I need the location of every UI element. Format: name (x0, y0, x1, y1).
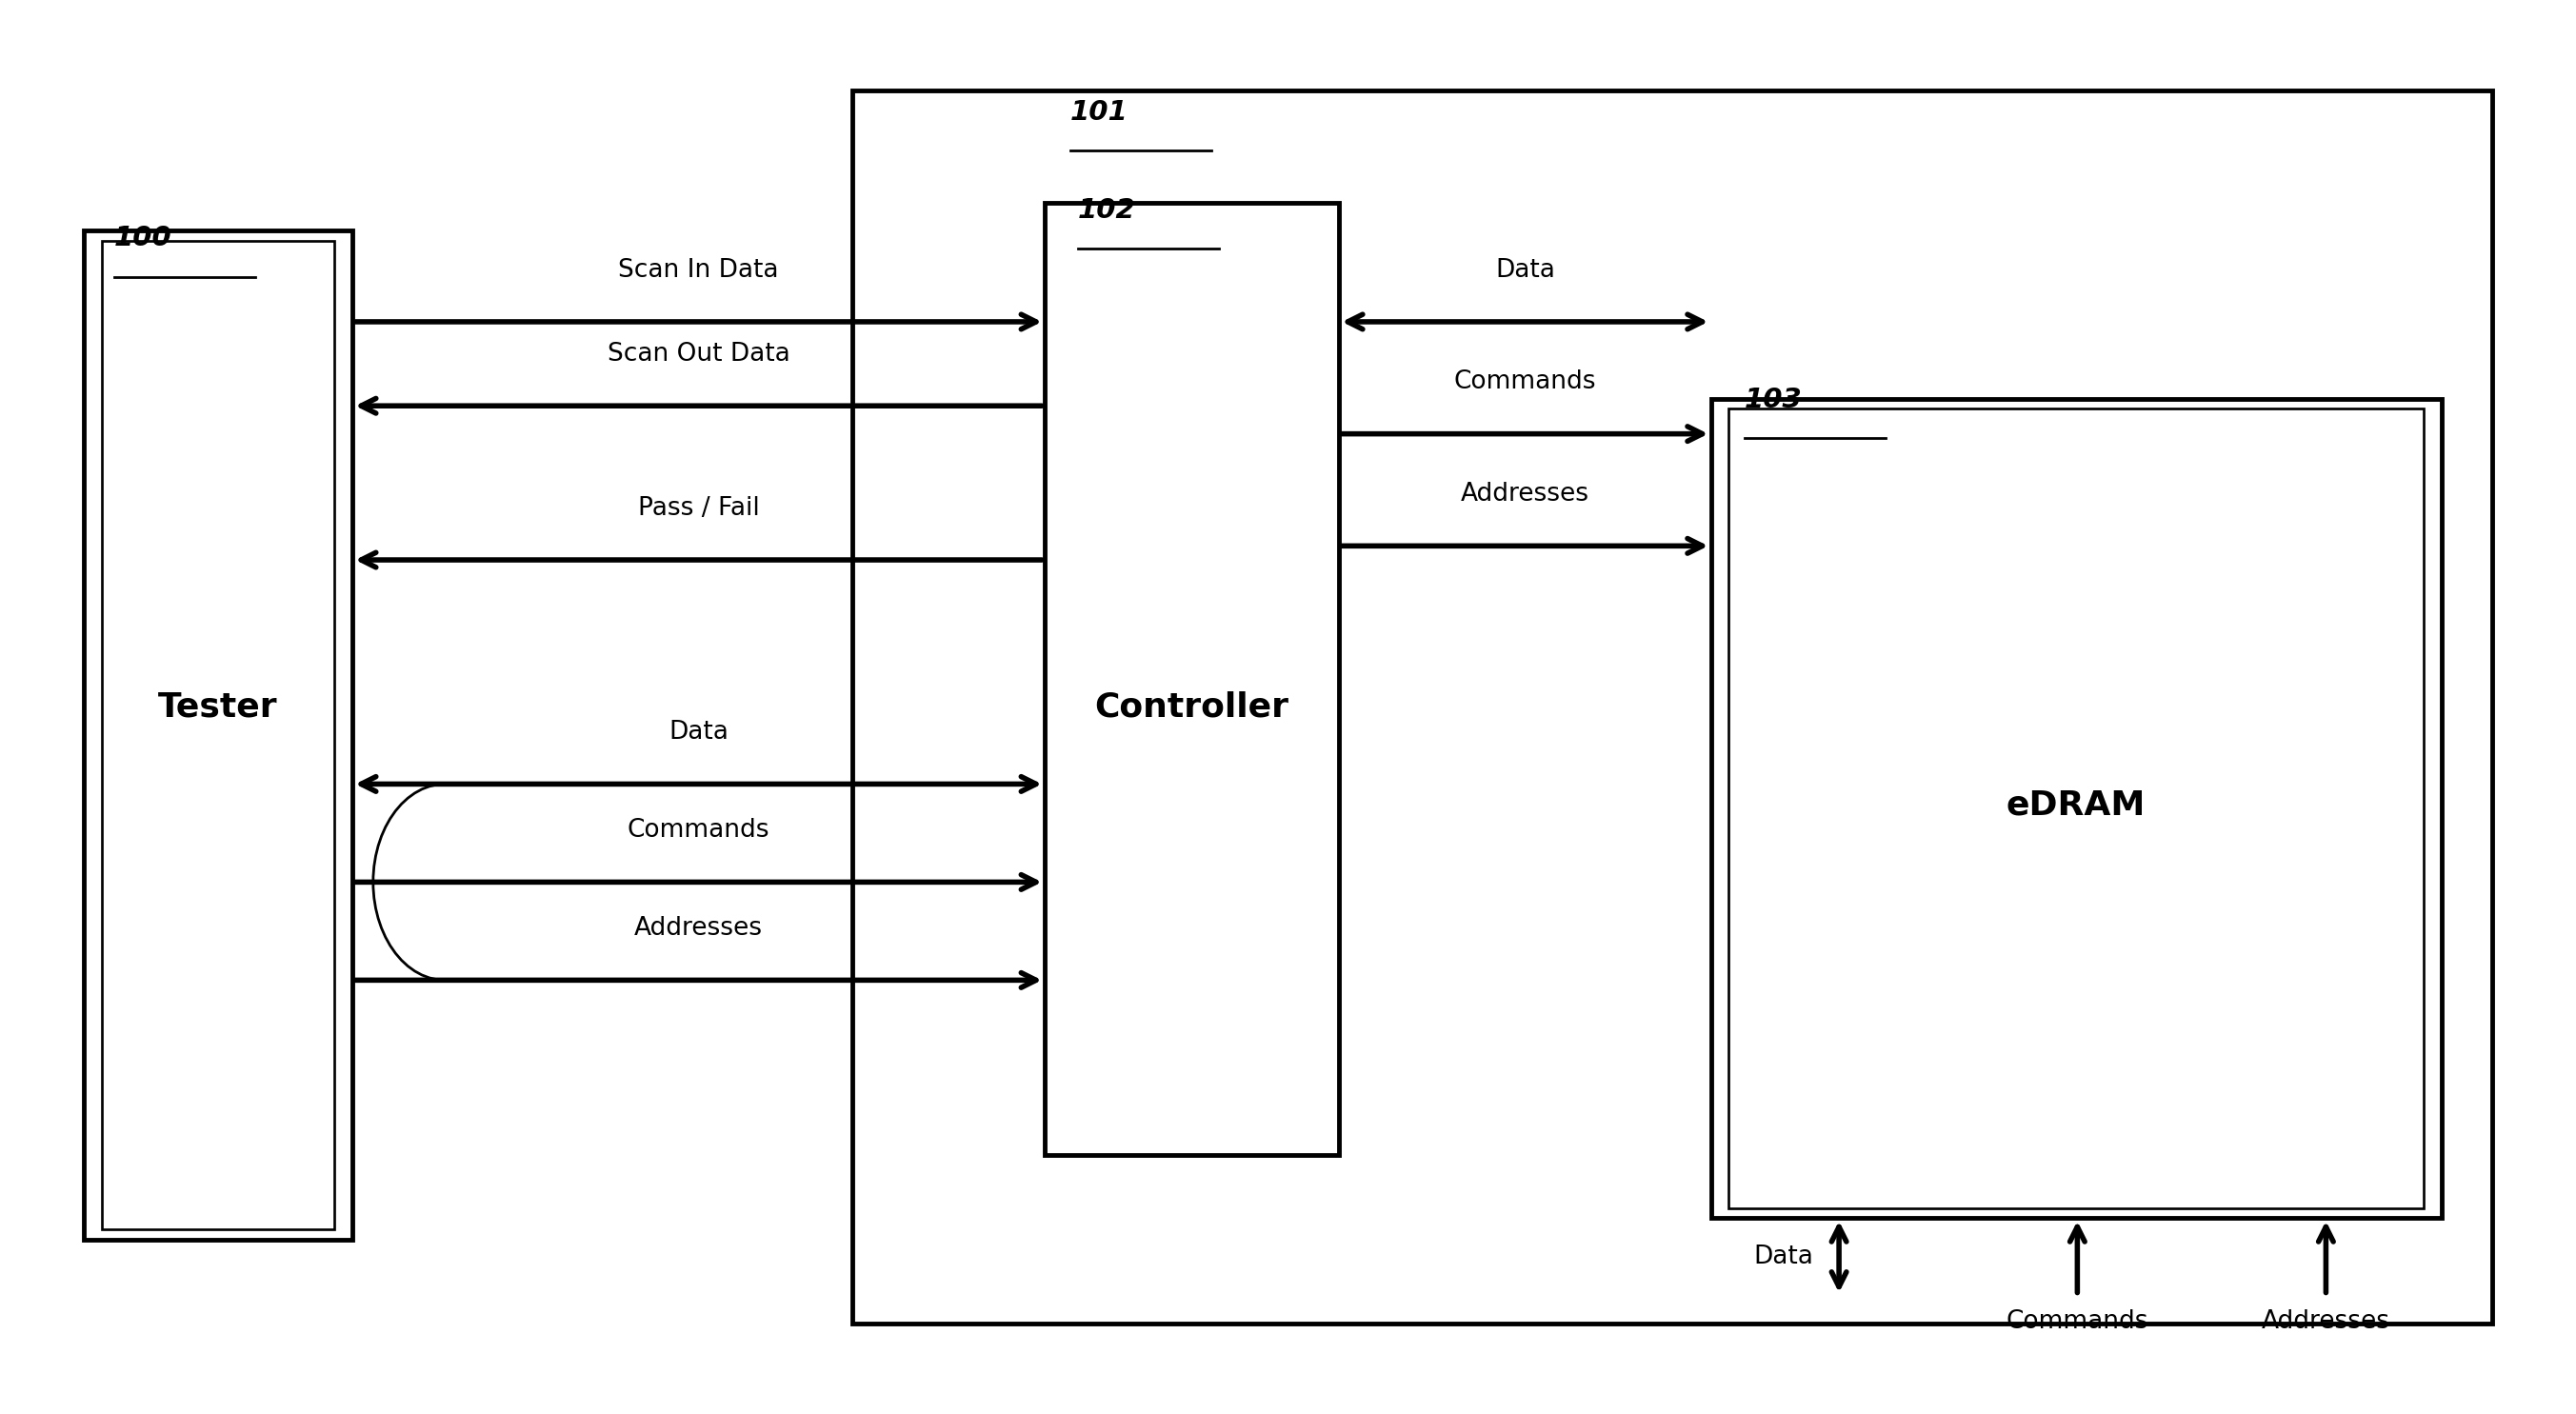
Text: Data: Data (670, 720, 729, 745)
Text: Commands: Commands (2007, 1309, 2148, 1333)
Text: Data: Data (1754, 1244, 1814, 1270)
Text: Commands: Commands (629, 819, 770, 843)
Text: 100: 100 (113, 225, 173, 252)
Bar (1043, 202, 1340, 1155)
Text: eDRAM: eDRAM (2007, 789, 2146, 822)
Bar (1728, 409, 2424, 1209)
Text: Scan Out Data: Scan Out Data (608, 342, 791, 366)
Text: Scan In Data: Scan In Data (618, 257, 778, 283)
Bar (82, 230, 353, 1239)
Bar (853, 90, 2494, 1324)
Text: Controller: Controller (1095, 691, 1288, 723)
Text: Commands: Commands (1453, 370, 1597, 395)
Text: 102: 102 (1077, 197, 1136, 223)
Text: 101: 101 (1069, 99, 1128, 126)
Text: Pass / Fail: Pass / Fail (639, 496, 760, 520)
Text: 103: 103 (1744, 386, 1803, 413)
Text: Addresses: Addresses (1461, 482, 1589, 506)
Bar (1710, 399, 2442, 1219)
Text: Addresses: Addresses (634, 916, 762, 940)
Text: Tester: Tester (157, 691, 278, 723)
Bar (100, 240, 335, 1230)
Text: Addresses: Addresses (2262, 1309, 2391, 1333)
Text: Data: Data (1494, 257, 1556, 283)
